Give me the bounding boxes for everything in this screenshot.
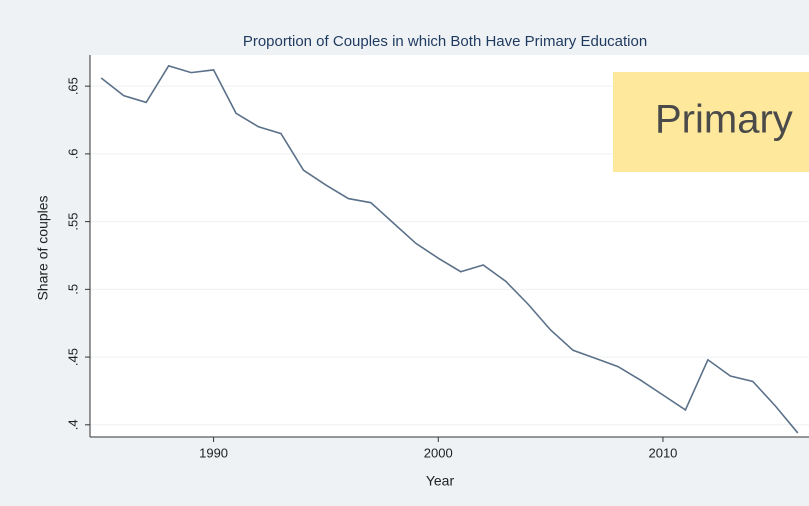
y-axis-label: Share of couples xyxy=(35,195,51,300)
x-axis-label: Year xyxy=(426,473,455,489)
x-tick-label: 2010 xyxy=(648,445,677,460)
overlay-text: Primary xyxy=(655,98,793,142)
x-tick-label: 1990 xyxy=(199,445,228,460)
y-tick-label: .65 xyxy=(65,77,80,95)
x-tick-label: 2000 xyxy=(424,445,453,460)
y-tick-label: .55 xyxy=(65,213,80,231)
chart-title: Proportion of Couples in which Both Have… xyxy=(243,33,647,50)
y-tick-label: .4 xyxy=(65,419,80,430)
plot: .4 .45 .5 .55 .6 .65 1990 2000 2010 xyxy=(65,55,809,460)
y-tick-label: .6 xyxy=(65,148,80,159)
y-tick-label: .5 xyxy=(65,284,80,295)
data-line xyxy=(100,64,799,434)
y-tick-label: .45 xyxy=(65,348,80,366)
overlay-box xyxy=(613,72,809,172)
